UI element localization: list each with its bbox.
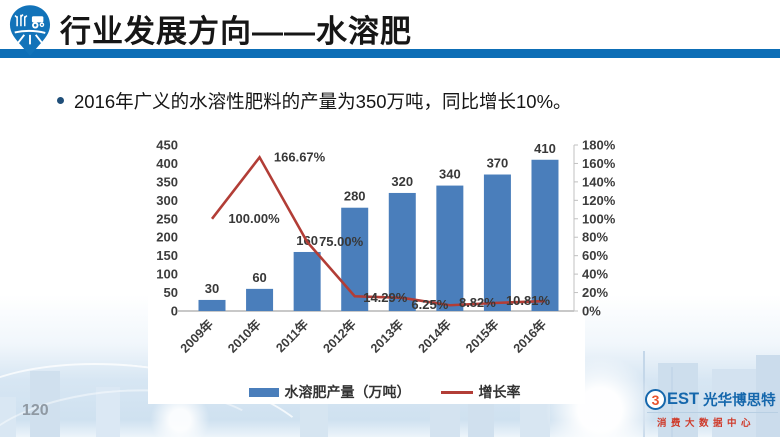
right-axis-tick-label: 0%	[582, 304, 601, 319]
category-label: 2015年	[462, 316, 501, 355]
left-axis-tick-label: 300	[156, 193, 178, 208]
left-axis-tick-label: 250	[156, 211, 178, 226]
brand-divider	[647, 412, 778, 413]
wheat-icon	[14, 14, 28, 27]
building-silhouette	[0, 397, 16, 437]
bar	[436, 185, 464, 311]
left-axis-tick-label: 450	[156, 138, 178, 153]
bullet-text: 2016年广义的水溶性肥料的产量为350万吨，同比增长10%。	[74, 91, 572, 112]
right-axis-tick-label: 60%	[582, 248, 608, 263]
bar	[388, 192, 416, 311]
antenna-pole	[671, 367, 673, 437]
growth-rate-label: 14.29%	[363, 290, 408, 305]
legend-item-growth: 增长率	[440, 382, 521, 402]
production-growth-chart: 0 50 100 150 200 250 300 350 400 450 0% 20% 40% 60% 80…	[156, 138, 615, 356]
left-axis-tick-label: 50	[164, 285, 178, 300]
page-number: 120	[22, 402, 49, 419]
brand-badge-icon: 3	[645, 389, 666, 410]
legend-line-swatch	[440, 390, 473, 394]
left-axis-tick-label: 0	[171, 304, 178, 319]
header-accent-bar	[0, 49, 780, 58]
right-axis-tick-label: 40%	[582, 267, 608, 282]
category-label: 2009年	[177, 316, 216, 355]
right-axis-tick-label: 120%	[582, 193, 616, 208]
growth-rate-label: 10.81%	[506, 293, 551, 308]
left-axis-tick-label: 150	[156, 248, 178, 263]
legend-bar-swatch	[248, 387, 279, 397]
chart-legend: 水溶肥产量（万吨） 增长率	[148, 382, 585, 402]
bar-value-label: 280	[344, 189, 366, 204]
bar-value-label: 60	[252, 270, 266, 285]
left-axis-tick-label: 200	[156, 230, 178, 245]
growth-rate-label: 6.25%	[411, 297, 448, 312]
category-label: 2010年	[225, 316, 264, 355]
tractor-icon	[31, 16, 45, 29]
left-axis-tick-label: 100	[156, 267, 178, 282]
building-silhouette	[96, 387, 120, 437]
bar	[246, 288, 274, 311]
bullet-point: 2016年广义的水溶性肥料的产量为350万吨，同比增长10%。	[57, 88, 717, 114]
bar	[531, 159, 559, 311]
category-label: 2016年	[510, 316, 549, 355]
brand-logo: 3 EST 光华博思特 消费大数据中心	[645, 389, 778, 429]
bar-value-label: 320	[391, 174, 413, 189]
category-label: 2011年	[273, 316, 312, 355]
right-axis-tick-label: 180%	[582, 138, 616, 153]
bar-value-label: 340	[439, 167, 461, 182]
building-silhouette	[30, 371, 60, 437]
brand-company: 光华博思特	[703, 393, 776, 409]
chart-panel: 0 50 100 150 200 250 300 350 400 450 0% 20% 40% 60% 80…	[148, 128, 616, 404]
right-axis-tick-label: 100%	[582, 211, 616, 226]
right-axis-tick-label: 160%	[582, 156, 616, 171]
brand-row: 3 EST 光华博思特	[645, 389, 778, 410]
building-silhouette	[712, 369, 758, 437]
left-axis-tick-label: 400	[156, 156, 178, 171]
legend-item-production: 水溶肥产量（万吨）	[248, 382, 411, 402]
brand-word: EST	[667, 390, 700, 408]
growth-rate-label: 166.67%	[274, 149, 326, 164]
legend-label-growth: 增长率	[478, 384, 521, 400]
building-silhouette	[756, 355, 780, 437]
growth-line	[210, 154, 546, 307]
growth-rate-label: 8.82%	[459, 295, 496, 310]
bar	[483, 174, 511, 311]
category-label: 2014年	[415, 316, 454, 355]
page-title: 行业发展方向——水溶肥	[60, 14, 412, 49]
brand-subtitle: 消费大数据中心	[657, 418, 756, 429]
bar	[341, 207, 369, 311]
right-axis-tick-label: 140%	[582, 174, 616, 189]
category-label: 2012年	[320, 316, 359, 355]
growth-rate-label: 75.00%	[319, 234, 364, 249]
bar-value-label: 410	[534, 141, 556, 156]
left-axis-tick-label: 350	[156, 174, 178, 189]
right-axis-tick-label: 20%	[582, 285, 608, 300]
legend-label-production: 水溶肥产量（万吨）	[284, 384, 411, 400]
bar-value-label: 370	[487, 156, 509, 171]
category-label: 2013年	[367, 316, 406, 355]
growth-rate-label: 100.00%	[228, 211, 280, 226]
bar	[198, 299, 226, 311]
bullet-dot	[57, 97, 64, 104]
company-pin-logo	[9, 5, 51, 56]
bar	[293, 251, 321, 311]
field-rows-icon	[14, 29, 46, 45]
bar-value-label: 30	[205, 281, 219, 296]
right-axis-tick-label: 80%	[582, 230, 608, 245]
